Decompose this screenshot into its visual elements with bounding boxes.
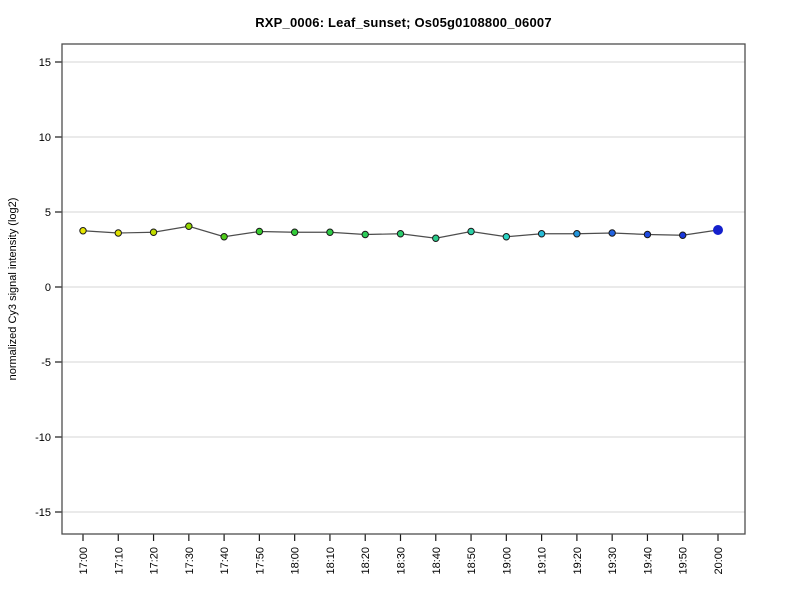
x-tick-label: 17:30 [184,547,196,575]
data-point [608,229,616,237]
x-tick-label: 17:10 [113,547,125,575]
data-point [432,234,440,242]
y-axis-label: normalized Cy3 signal intensity (log2) [7,198,19,381]
data-point [361,230,369,239]
plot-frame [61,43,746,535]
x-tick-label: 19:20 [572,547,584,575]
x-tick-label: 19:00 [501,547,513,575]
y-tick-label: -10 [35,432,51,444]
y-tick-label: 5 [45,207,51,219]
chart-title: RXP_0006: Leaf_sunset; Os05g0108800_0600… [255,15,552,30]
x-tick-label: 18:10 [325,547,337,575]
x-tick-label: 19:40 [642,547,654,575]
x-tick-label: 19:10 [537,547,549,575]
y-tick-label: 10 [39,132,51,144]
data-point [643,230,652,239]
data-point [149,228,158,236]
data-point [220,233,228,241]
data-point [502,233,511,241]
x-tick-label: 17:50 [254,547,266,575]
y-tick-label: -15 [35,507,51,519]
data-point [679,231,687,239]
x-tick-label: 17:40 [219,547,231,575]
data-point [326,228,334,236]
data-point [290,228,299,236]
x-tick-label: 18:00 [290,547,302,575]
data-point [114,229,122,237]
data-point [467,227,475,236]
x-tick-label: 18:30 [396,547,408,575]
y-tick-label: -5 [41,357,51,369]
x-tick-label: 19:50 [678,547,690,575]
x-tick-label: 18:40 [431,547,443,575]
x-tick-label: 17:00 [78,547,90,575]
y-tick-label: 0 [45,282,51,294]
data-point [573,230,581,238]
x-tick-label: 18:50 [466,547,478,575]
x-tick-label: 19:30 [607,547,619,575]
data-point [713,225,723,235]
data-point [537,230,546,238]
x-tick-label: 20:00 [713,547,725,575]
x-tick-label: 17:20 [149,547,161,575]
data-point [396,230,405,238]
data-point [79,227,87,235]
y-tick-label: 15 [39,57,51,69]
data-point [255,227,264,236]
x-tick-label: 18:20 [360,547,372,575]
data-point [185,222,193,230]
